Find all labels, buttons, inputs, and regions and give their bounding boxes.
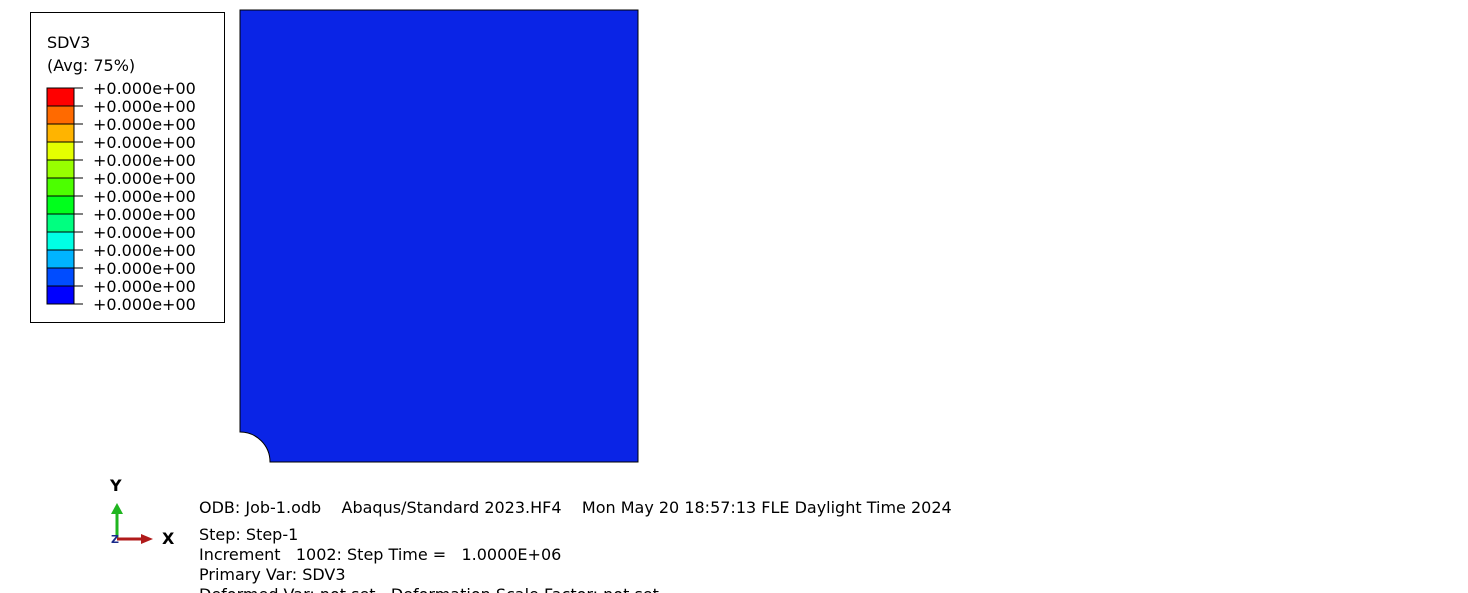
triad-z: Z [111,533,119,546]
legend-label: +0.000e+00 [93,133,196,152]
legend-band [46,159,75,179]
legend-label: +0.000e+00 [93,187,196,206]
legend-label: +0.000e+00 [93,295,196,314]
legend-label: +0.000e+00 [93,115,196,134]
legend-label: +0.000e+00 [93,205,196,224]
info-line: Increment 1002: Step Time = 1.0000E+06 [199,545,561,564]
info-line: Primary Var: SDV3 [199,565,346,584]
legend-label: +0.000e+00 [93,79,196,98]
legend-band [46,177,75,197]
triad-y: Y [109,476,122,495]
legend-label: +0.000e+00 [93,277,196,296]
legend-band [46,123,75,143]
legend-subtitle: (Avg: 75%) [47,56,135,75]
legend-band [46,105,75,125]
info-line: Deformed Var: not set Deformation Scale … [199,585,659,593]
legend-label: +0.000e+00 [93,169,196,188]
legend-label: +0.000e+00 [93,241,196,260]
legend-band [46,213,75,233]
legend-label: +0.000e+00 [93,223,196,242]
info-line: Step: Step-1 [199,525,298,544]
legend-band [46,267,75,287]
legend-band [46,285,75,305]
legend-label: +0.000e+00 [93,97,196,116]
x-arrow-head [141,534,153,544]
legend-band [46,249,75,269]
legend-label: +0.000e+00 [93,259,196,278]
legend-band [46,141,75,161]
legend-band [46,231,75,251]
info-line: ODB: Job-1.odb Abaqus/Standard 2023.HF4 … [199,498,952,517]
legend-label: +0.000e+00 [93,151,196,170]
part-mesh [239,9,639,463]
y-arrow-head [111,503,123,514]
legend-band [46,195,75,215]
legend-bar: +0.000e+00+0.000e+00+0.000e+00+0.000e+00… [46,79,196,314]
triad-x: X [162,529,175,548]
legend-title: SDV3 [47,33,90,52]
legend-band [46,87,75,107]
info-block: ODB: Job-1.odb Abaqus/Standard 2023.HF4 … [199,498,952,593]
